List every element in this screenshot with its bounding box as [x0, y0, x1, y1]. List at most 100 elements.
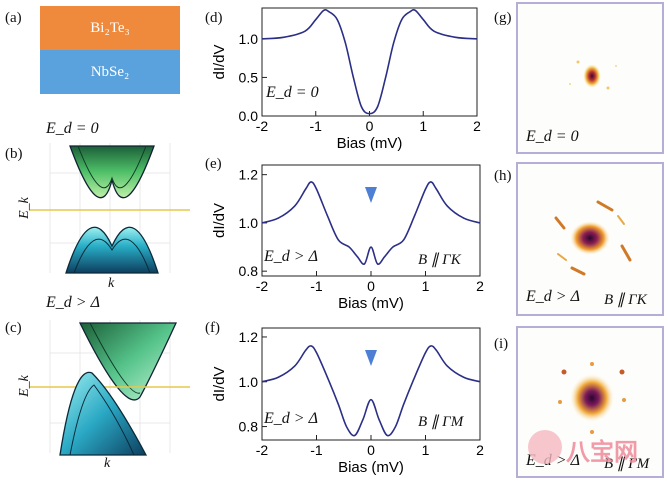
spectrum-condition-f-left: E_d > Δ: [264, 410, 318, 427]
x-tick-label: -1: [310, 442, 323, 458]
data-point: [337, 403, 339, 405]
data-point: [363, 263, 366, 265]
data-point: [277, 376, 279, 378]
panel-label-e: (e): [205, 156, 222, 172]
condition-b: E_d = 0: [46, 120, 99, 137]
data-point: [323, 9, 325, 11]
map-condition-g: E_d = 0: [526, 128, 579, 145]
map-condition-i-right: B ∥ ΓM: [604, 456, 650, 472]
y-axis-label: dI/dV: [211, 203, 228, 238]
data-point: [376, 263, 379, 265]
nbse2-layer: NbSe₂: [40, 50, 180, 94]
data-point: [424, 188, 427, 190]
y-tick-label: 1.2: [239, 329, 259, 345]
data-point: [433, 30, 435, 32]
data-point: [479, 381, 481, 383]
band-structure-b: [30, 143, 190, 274]
data-point: [305, 349, 307, 351]
data-point: [294, 205, 296, 207]
condition-c: E_d > Δ: [46, 294, 100, 311]
panel-label-i: (i): [494, 336, 509, 352]
data-point: [326, 215, 328, 217]
x-axis-label: Bias (mV): [338, 295, 404, 312]
x-tick-label: 0: [367, 442, 375, 458]
data-point: [376, 106, 379, 108]
y-tick-label: 1.0: [239, 215, 259, 231]
data-point: [403, 403, 405, 405]
qpi-map-i: E_d > Δ B ∥ ΓM: [516, 326, 664, 478]
qpi-pattern-i: [558, 362, 626, 434]
x-tick-label: -2: [256, 442, 269, 458]
x-tick-label: 2: [473, 118, 481, 134]
data-point: [362, 419, 364, 421]
data-point: [476, 38, 478, 40]
data-point: [430, 345, 432, 347]
data-point: [414, 9, 416, 11]
y-tick-label: 0.8: [239, 263, 259, 279]
data-point: [386, 434, 388, 437]
data-point: [354, 434, 356, 437]
data-point: [385, 76, 387, 79]
data-point: [294, 365, 296, 367]
data-point: [277, 217, 279, 219]
x-tick-label: 2: [476, 442, 484, 458]
x-axis-label: Bias (mV): [338, 459, 404, 476]
data-point: [479, 222, 481, 224]
data-point: [315, 352, 318, 354]
band-structure-c: [30, 320, 190, 456]
y-tick-label: 1.0: [239, 31, 259, 47]
qpi-map-g: E_d = 0: [516, 2, 664, 154]
spectrum-chart-d: -2 -1 0 1 2 0.0 0.5 1.0 Bias (mV) dI/dV: [211, 7, 481, 152]
data-point: [282, 36, 285, 38]
data-point: [370, 399, 372, 401]
y-tick-label: 1.2: [239, 167, 259, 183]
spectrum-condition-e-left: E_d > Δ: [264, 248, 318, 265]
data-point: [310, 181, 312, 183]
data-point: [261, 38, 263, 40]
spectrum-chart-e: -2 -1 0 1 2 0.8 1.0 1.2 Bias (mV) dI/dV: [211, 164, 484, 312]
spectrum-condition-e-right: B ∥ ΓK: [418, 252, 461, 268]
panel-label-f: (f): [205, 320, 220, 336]
data-point: [328, 11, 330, 13]
data-point: [352, 76, 354, 79]
zero-bias-marker: [365, 350, 377, 366]
data-point: [370, 246, 372, 248]
data-point: [305, 188, 307, 190]
k-label-b: k: [108, 276, 115, 291]
x-tick-label: -1: [310, 278, 323, 294]
upper-band-c: [78, 322, 178, 401]
zero-bias-marker: [365, 187, 377, 203]
x-tick-label: 1: [422, 442, 430, 458]
watermark-logo: [528, 430, 562, 464]
x-tick-label: 0: [366, 118, 374, 134]
y-tick-label: 0.5: [239, 69, 259, 85]
data-point: [414, 376, 416, 378]
data-point: [336, 18, 338, 21]
map-condition-h-right: B ∥ ΓK: [604, 292, 647, 308]
y-tick-label: 1.0: [239, 374, 259, 390]
x-tick-label: -1: [310, 118, 323, 134]
data-point: [261, 222, 263, 224]
panel-label-b: (b): [5, 146, 23, 162]
data-point: [261, 381, 263, 383]
data-point: [435, 349, 437, 351]
panel-label-h: (h): [494, 168, 512, 184]
panel-label-d: (d): [205, 10, 223, 26]
bi2te3-layer: Bi₂Te₃: [40, 6, 180, 50]
upper-band-b: [69, 145, 155, 199]
data-point: [409, 11, 411, 13]
x-tick-label: -2: [256, 118, 269, 134]
data-point: [446, 205, 448, 207]
y-axis-label: dI/dV: [211, 366, 228, 401]
bi2te3-label: Bi₂Te₃: [90, 19, 130, 36]
data-point: [463, 376, 465, 378]
data-point: [368, 113, 371, 115]
x-tick-label: 1: [419, 118, 427, 134]
data-point: [435, 188, 437, 190]
map-condition-h-left: E_d > Δ: [526, 288, 580, 305]
k-label-c: k: [104, 456, 111, 471]
data-point: [446, 365, 448, 367]
data-point: [360, 106, 363, 108]
data-point: [392, 246, 394, 248]
data-point: [310, 345, 312, 347]
